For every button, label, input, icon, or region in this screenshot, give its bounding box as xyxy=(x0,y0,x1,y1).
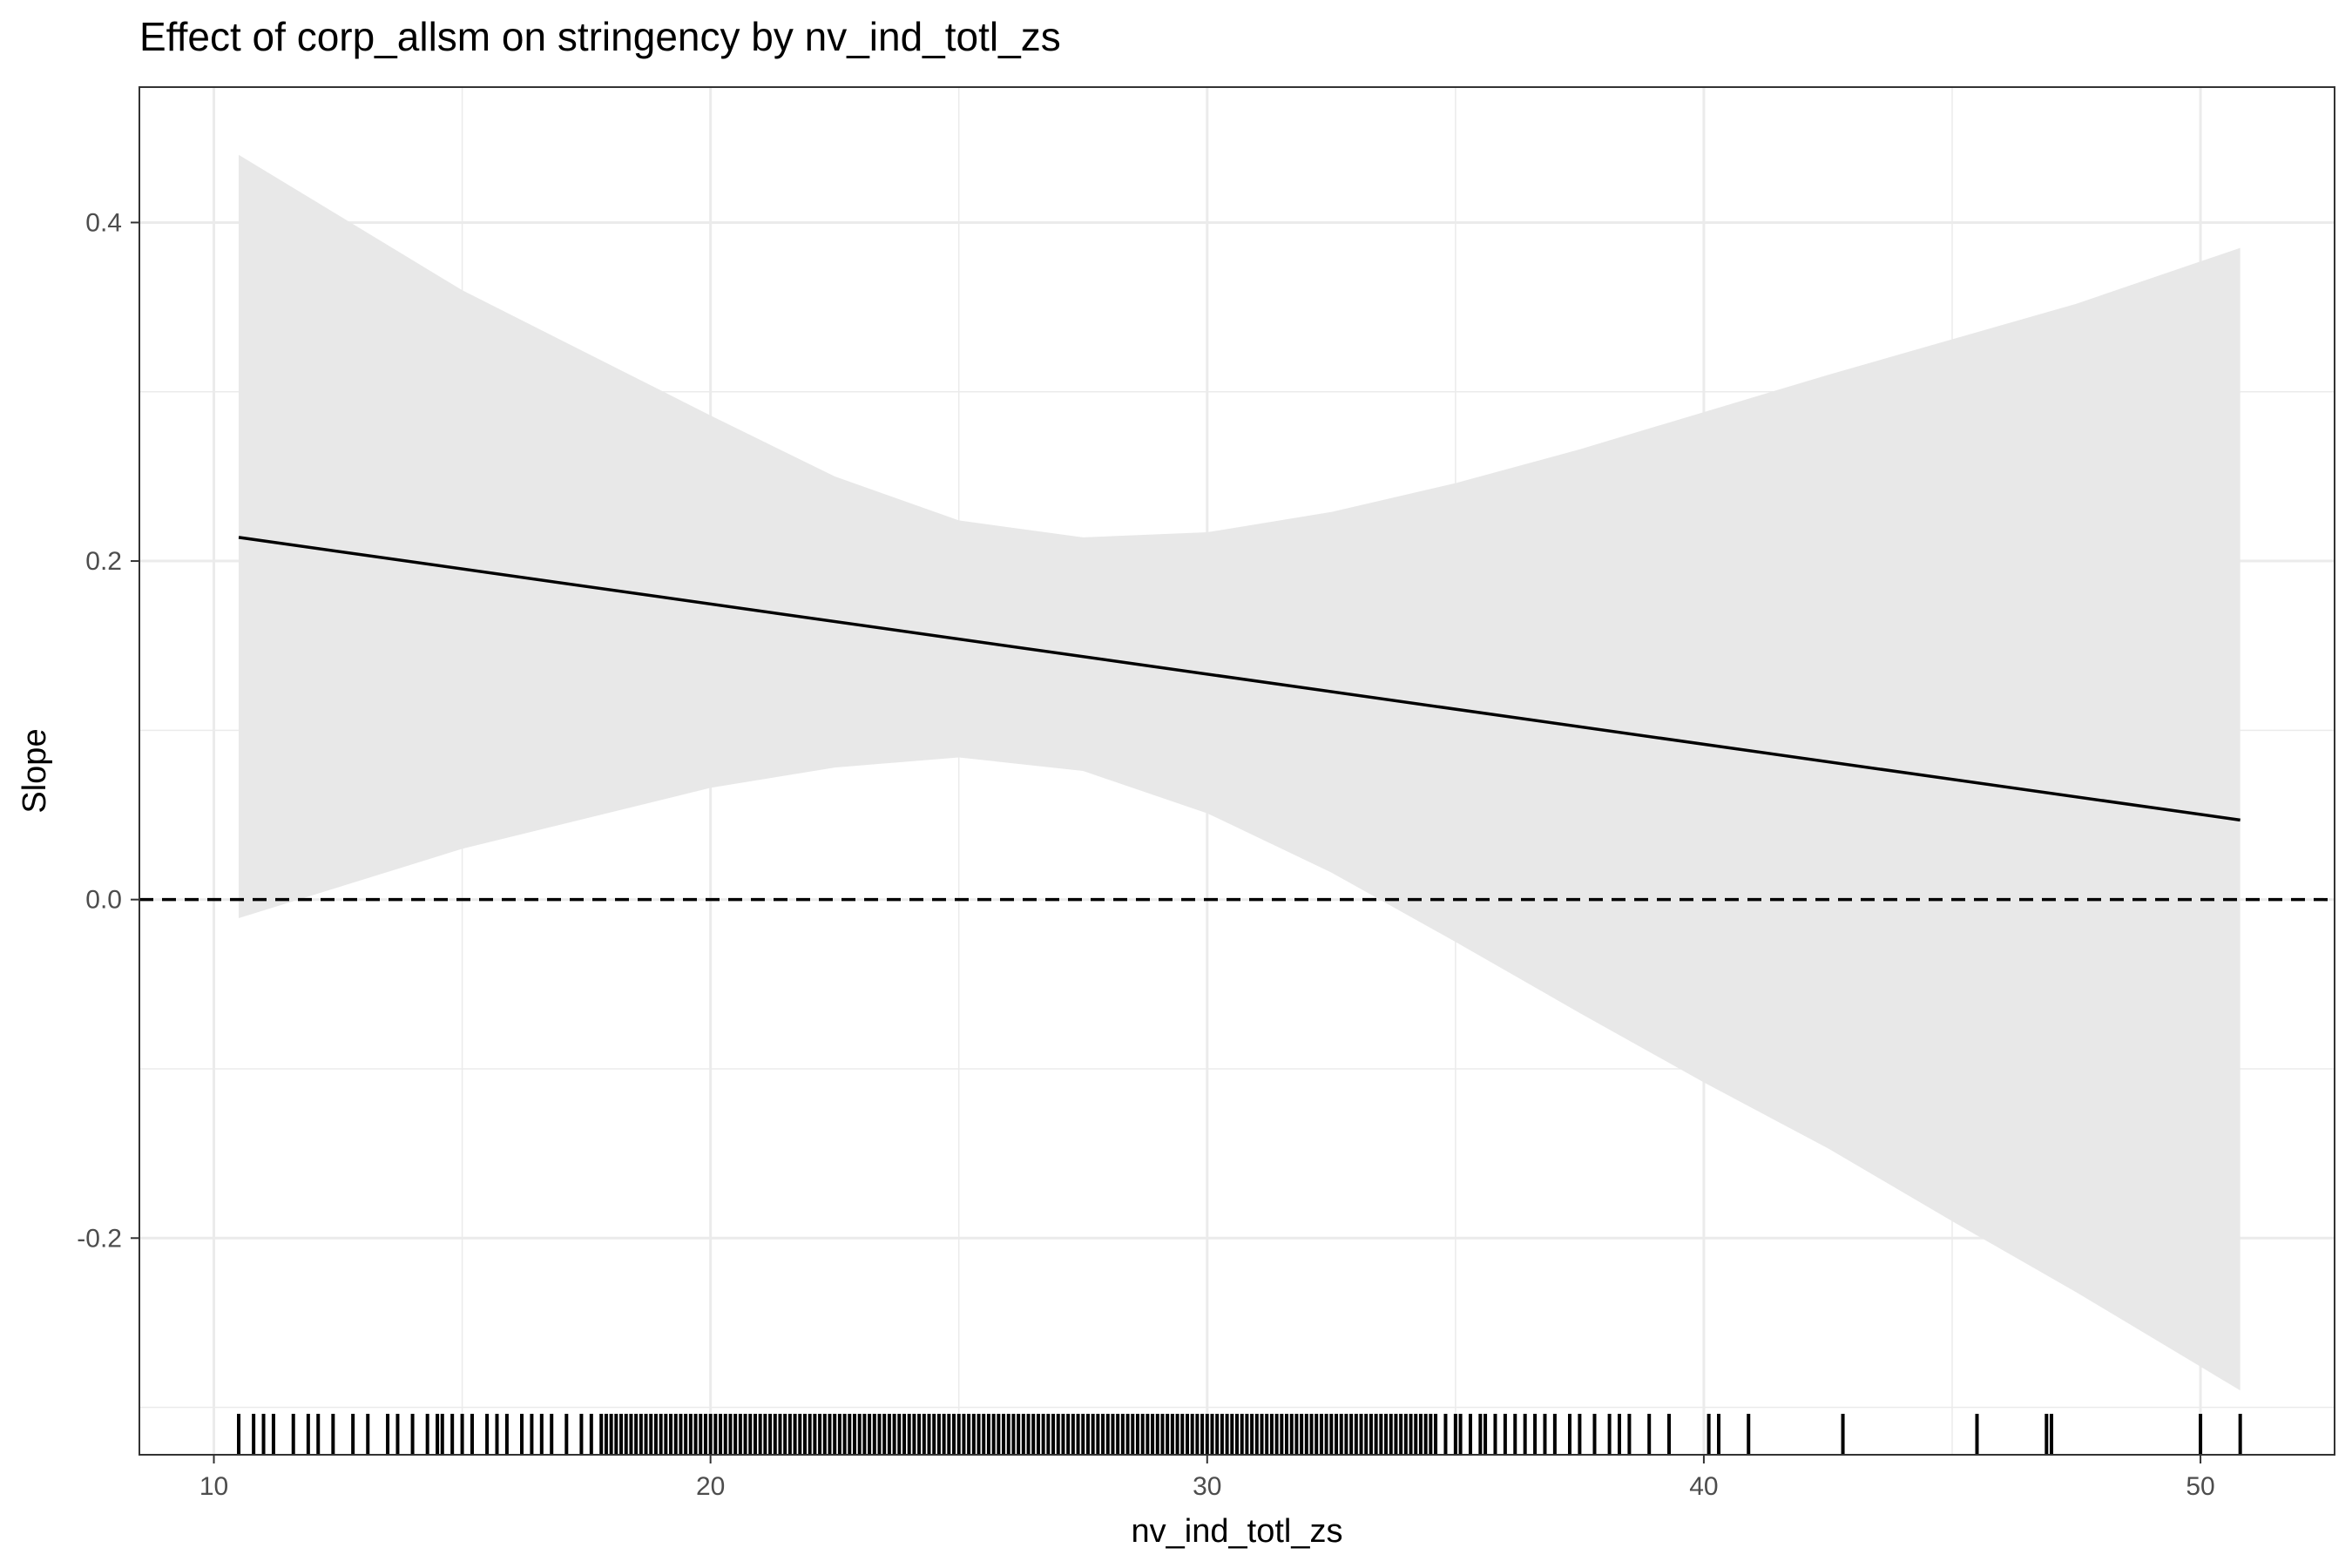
x-axis-ticks: 10 20 30 40 50 xyxy=(199,1455,2215,1501)
y-axis-ticks: -0.2 0.0 0.2 0.4 xyxy=(77,208,139,1253)
x-tick-label: 30 xyxy=(1193,1472,1221,1501)
y-tick-label: 0.2 xyxy=(85,547,122,576)
x-axis-title: nv_ind_totl_zs xyxy=(1132,1513,1343,1550)
slope-line xyxy=(238,536,2240,822)
confidence-band xyxy=(239,154,2240,1391)
y-axis-title: Slope xyxy=(17,728,53,813)
x-tick-label: 40 xyxy=(1689,1472,1718,1501)
x-tick-label: 10 xyxy=(199,1472,228,1501)
rug-marks xyxy=(237,1414,2242,1455)
y-tick-label: 0.0 xyxy=(85,886,122,915)
chart-title: Effect of corp_allsm on stringency by nv… xyxy=(139,14,1061,59)
x-tick-label: 50 xyxy=(2186,1472,2214,1501)
plot-border xyxy=(139,86,2335,1456)
y-tick-label: 0.4 xyxy=(85,208,122,237)
x-tick-label: 20 xyxy=(696,1472,725,1501)
y-tick-label: -0.2 xyxy=(77,1224,122,1253)
